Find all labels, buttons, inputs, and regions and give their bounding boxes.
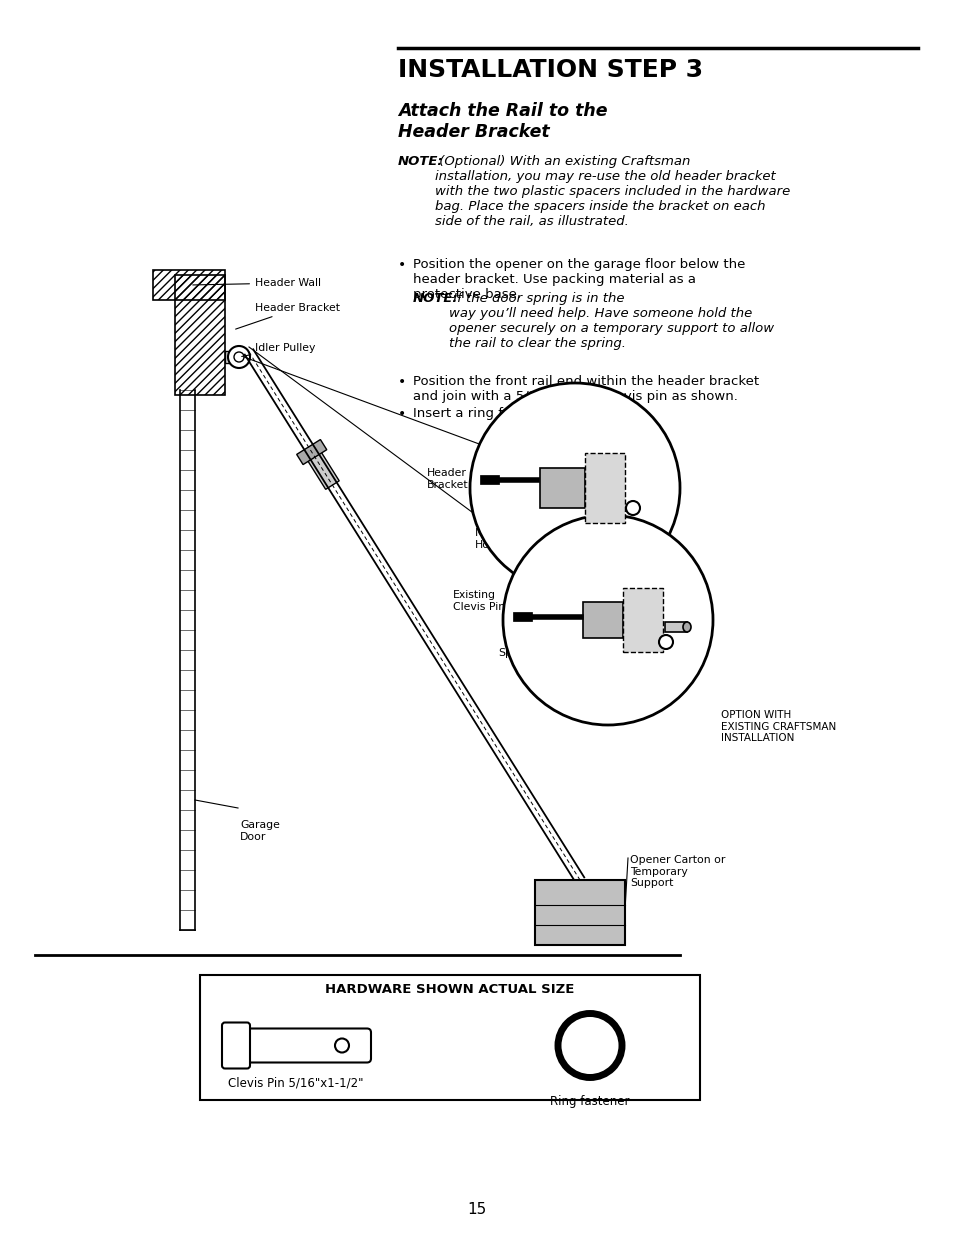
Text: NOTE:: NOTE:	[413, 291, 458, 305]
Text: 15: 15	[467, 1203, 486, 1218]
Text: Header Bracket: Header Bracket	[235, 303, 339, 329]
FancyBboxPatch shape	[584, 453, 624, 522]
Text: INSTALLATION STEP 3: INSTALLATION STEP 3	[397, 58, 702, 82]
Text: Opener Carton or
Temporary
Support: Opener Carton or Temporary Support	[629, 855, 724, 888]
Text: Insert a ring fastener to secure.: Insert a ring fastener to secure.	[413, 408, 623, 420]
Bar	[225, 351, 239, 363]
Bar	[152, 270, 225, 300]
FancyBboxPatch shape	[304, 447, 339, 489]
FancyBboxPatch shape	[622, 588, 662, 652]
Text: Position the opener on the garage floor below the
header bracket. Use packing ma: Position the opener on the garage floor …	[413, 258, 744, 301]
Circle shape	[558, 1014, 621, 1077]
Text: (Optional) With an existing Craftsman
installation, you may re-use the old heade: (Optional) With an existing Craftsman in…	[435, 156, 789, 228]
Text: Position the front rail end within the header bracket
and join with a 5/16"x1-1/: Position the front rail end within the h…	[413, 375, 759, 403]
Text: NOTE:: NOTE:	[397, 156, 443, 168]
Circle shape	[659, 635, 672, 650]
Circle shape	[228, 346, 250, 368]
Bar	[174, 275, 225, 395]
Text: Mounting
Hole: Mounting Hole	[522, 659, 574, 682]
Circle shape	[567, 1024, 612, 1067]
Text: Clevis Pin 5/16"x1-1/2": Clevis Pin 5/16"x1-1/2"	[228, 1077, 363, 1089]
Text: Ring fastener: Ring fastener	[550, 1095, 629, 1109]
Ellipse shape	[682, 622, 690, 632]
Circle shape	[233, 352, 244, 362]
Text: If the door spring is in the
way you’ll need help. Have someone hold the
opener : If the door spring is in the way you’ll …	[449, 291, 773, 350]
FancyBboxPatch shape	[296, 440, 327, 464]
Text: Attach the Rail to the
Header Bracket: Attach the Rail to the Header Bracket	[397, 103, 607, 141]
Circle shape	[502, 515, 712, 725]
Bar	[535, 881, 624, 945]
FancyBboxPatch shape	[243, 1029, 371, 1062]
Text: HARDWARE SHOWN ACTUAL SIZE: HARDWARE SHOWN ACTUAL SIZE	[325, 983, 574, 995]
Text: Idler Pulley: Idler Pulley	[241, 343, 315, 357]
Circle shape	[625, 501, 639, 515]
Text: •: •	[397, 375, 406, 389]
Circle shape	[470, 383, 679, 593]
Text: Spacer: Spacer	[497, 648, 536, 658]
Text: Header
Bracket: Header Bracket	[427, 468, 468, 489]
Text: •: •	[397, 258, 406, 272]
Circle shape	[335, 1039, 349, 1052]
Text: OPTION WITH
EXISTING CRAFTSMAN
INSTALLATION: OPTION WITH EXISTING CRAFTSMAN INSTALLAT…	[720, 710, 836, 743]
Text: Garage
Door: Garage Door	[240, 820, 279, 841]
Text: Mounting
Hole: Mounting Hole	[475, 529, 525, 550]
Text: Existing
Header Bracket: Existing Header Bracket	[622, 571, 707, 592]
Bar	[539, 468, 584, 508]
FancyBboxPatch shape	[222, 1023, 250, 1068]
Text: Existing
Clevis Pin: Existing Clevis Pin	[453, 590, 504, 611]
Bar	[582, 601, 622, 638]
Bar	[664, 622, 686, 632]
Bar	[200, 974, 700, 1100]
Text: Header Wall: Header Wall	[193, 278, 320, 288]
Text: •: •	[397, 408, 406, 421]
